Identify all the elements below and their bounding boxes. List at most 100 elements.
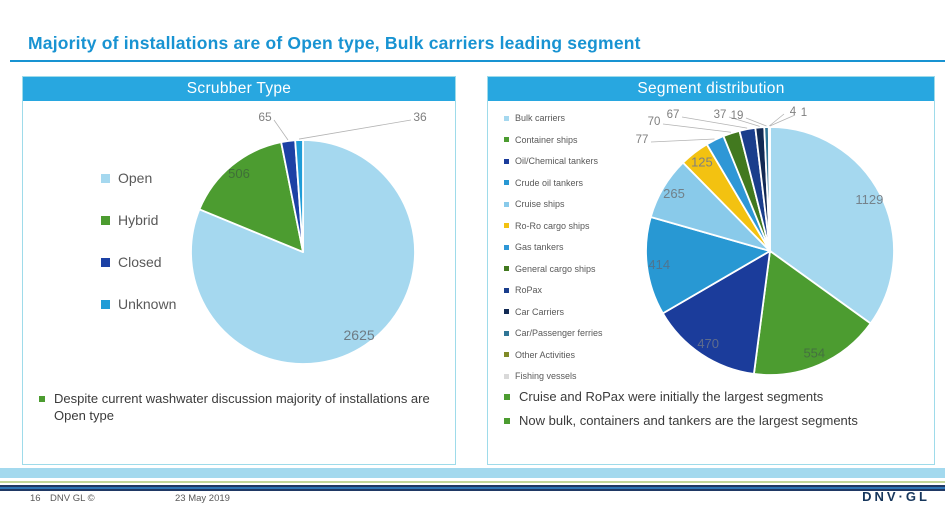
copyright-text: DNV GL © (50, 493, 95, 504)
data-label-bulk-carriers: 1129 (855, 192, 883, 207)
stripe-skyblue (0, 468, 945, 478)
data-label-oil-chemical-tankers: 470 (697, 336, 719, 351)
legend-label: Closed (118, 254, 162, 270)
stripe-royal (0, 487, 945, 489)
legend-item-ro-ro-cargo-ships: Ro-Ro cargo ships (504, 221, 603, 231)
data-label-container-ships: 554 (803, 345, 825, 360)
label-leader-line-car-carriers (728, 116, 760, 127)
legend-label: Gas tankers (515, 242, 564, 252)
title-rule (10, 60, 945, 62)
legend-swatch-icon (504, 223, 509, 228)
legend-label: Hybrid (118, 212, 159, 228)
legend-item-general-cargo-ships: General cargo ships (504, 264, 603, 274)
legend-item-fishing-vessels: Fishing vessels (504, 371, 603, 381)
pie-slice-container-ships (752, 250, 872, 376)
scrubber-type-legend: Open Hybrid Closed Unknown (101, 169, 176, 337)
scrubber-type-notes: Despite current washwater discussion maj… (37, 391, 443, 432)
bullet-square-icon (504, 417, 510, 424)
legend-item-cruise-ships: Cruise ships (504, 199, 603, 209)
dnv-gl-logo: DNV·GL (862, 489, 930, 504)
scrubber-type-panel: Scrubber Type 2625 506 65 36 Open Hybrid Clos… (22, 76, 456, 465)
legend-label: RoPax (515, 285, 543, 295)
data-label-fishing-vessels: 1 (801, 107, 807, 119)
data-label-gas-tankers: 77 (636, 134, 649, 146)
legend-swatch-icon (504, 287, 509, 293)
note-item: Now bulk, containers and tankers are the… (502, 413, 890, 430)
data-label-unknown: 36 (413, 110, 427, 124)
slide-date: 23 May 2019 (175, 493, 230, 504)
pie-slice-hybrid (198, 141, 304, 253)
label-leader-line-general-cargo-ships (662, 123, 732, 133)
legend-swatch-icon (101, 173, 110, 183)
data-label-open: 2625 (344, 327, 375, 343)
legend-item-ropax: RoPax (504, 285, 603, 295)
legend-swatch-icon (504, 115, 509, 121)
slide-title: Majority of installations are of Open ty… (28, 33, 641, 53)
legend-swatch-icon (101, 215, 110, 225)
data-label-ropax: 67 (667, 109, 680, 121)
legend-label: Other Activities (515, 349, 576, 360)
legend-item-oil-chemical-tankers: Oil/Chemical tankers (504, 156, 603, 166)
label-leader-line-ropax (681, 116, 748, 129)
legend-swatch-icon (101, 257, 110, 267)
legend-label: Oil/Chemical tankers (515, 156, 599, 166)
legend-label: Fishing vessels (515, 371, 577, 381)
legend-label: Ro-Ro cargo ships (515, 220, 590, 231)
legend-swatch-icon (504, 158, 509, 164)
legend-label: Unknown (118, 296, 177, 312)
legend-swatch-icon (504, 309, 509, 314)
legend-swatch-icon (504, 352, 509, 357)
segment-distribution-panel: Segment distribution 1129 554 470 414 265 125… (487, 76, 935, 465)
legend-item-car-passenger-ferries: Car/Passenger ferries (504, 328, 603, 338)
note-item: Despite current washwater discussion maj… (37, 391, 443, 425)
label-leader-line-gas-tankers (650, 138, 715, 143)
legend-swatch-icon (504, 137, 509, 142)
data-label-other-activities: 4 (790, 106, 797, 118)
data-label-general-cargo-ships: 70 (648, 116, 661, 128)
legend-label: Container ships (515, 134, 578, 145)
legend-swatch-icon (504, 244, 509, 250)
legend-item-car-carriers: Car Carriers (504, 307, 603, 317)
legend-item-bulk-carriers: Bulk carriers (504, 113, 603, 123)
legend-item-closed: Closed (101, 253, 176, 271)
pie-slice-bulk-carriers (769, 126, 895, 325)
legend-swatch-icon (504, 373, 509, 379)
note-text: Cruise and RoPax were initially the larg… (519, 389, 824, 404)
legend-item-hybrid: Hybrid (101, 211, 176, 229)
note-text: Despite current washwater discussion maj… (54, 391, 430, 423)
data-label-cruise-ships: 265 (663, 186, 685, 201)
note-text: Now bulk, containers and tankers are the… (519, 412, 858, 428)
legend-label: Crude oil tankers (515, 177, 584, 188)
data-label-hybrid: 506 (228, 166, 250, 181)
pie-slice-crude-oil-tankers (645, 216, 771, 315)
legend-label: Open (118, 170, 153, 186)
segment-distribution-legend: Bulk carriers Container ships Oil/Chemical… (504, 113, 603, 393)
legend-label: Cruise ships (515, 199, 565, 209)
stripe-navy (0, 489, 945, 491)
data-label-closed: 65 (258, 110, 272, 124)
legend-swatch-icon (101, 299, 110, 309)
legend-label: Bulk carriers (515, 113, 566, 123)
data-label-car-passenger-ferries: 19 (731, 110, 744, 122)
legend-label: Car/Passenger ferries (515, 328, 603, 338)
note-item: Cruise and RoPax were initially the larg… (502, 389, 890, 406)
label-leader-line-unknown (298, 119, 412, 140)
legend-item-other-activities: Other Activities (504, 350, 603, 360)
bullet-square-icon (39, 396, 45, 402)
legend-swatch-icon (504, 180, 509, 185)
label-leader-line-car-passenger-ferries (745, 117, 767, 127)
legend-item-container-ships: Container ships (504, 135, 603, 145)
legend-item-crude-oil-tankers: Crude oil tankers (504, 178, 603, 188)
footer-stripes (0, 468, 945, 491)
data-label-crude-oil-tankers: 414 (648, 257, 670, 272)
legend-swatch-icon (504, 201, 509, 207)
pie-slice-oil-chemical-tankers (661, 250, 771, 375)
legend-item-open: Open (101, 169, 176, 187)
page-number: 16 (30, 493, 41, 504)
label-leader-line-fishing-vessels (769, 114, 796, 127)
label-leader-line-other-activities (769, 113, 785, 127)
stripe-gap (0, 478, 945, 481)
legend-label: Car Carriers (515, 306, 565, 317)
segment-distribution-pie-chart: 1129 554 470 414 265 125 77 70 67 37 19 4 1 (636, 106, 895, 376)
